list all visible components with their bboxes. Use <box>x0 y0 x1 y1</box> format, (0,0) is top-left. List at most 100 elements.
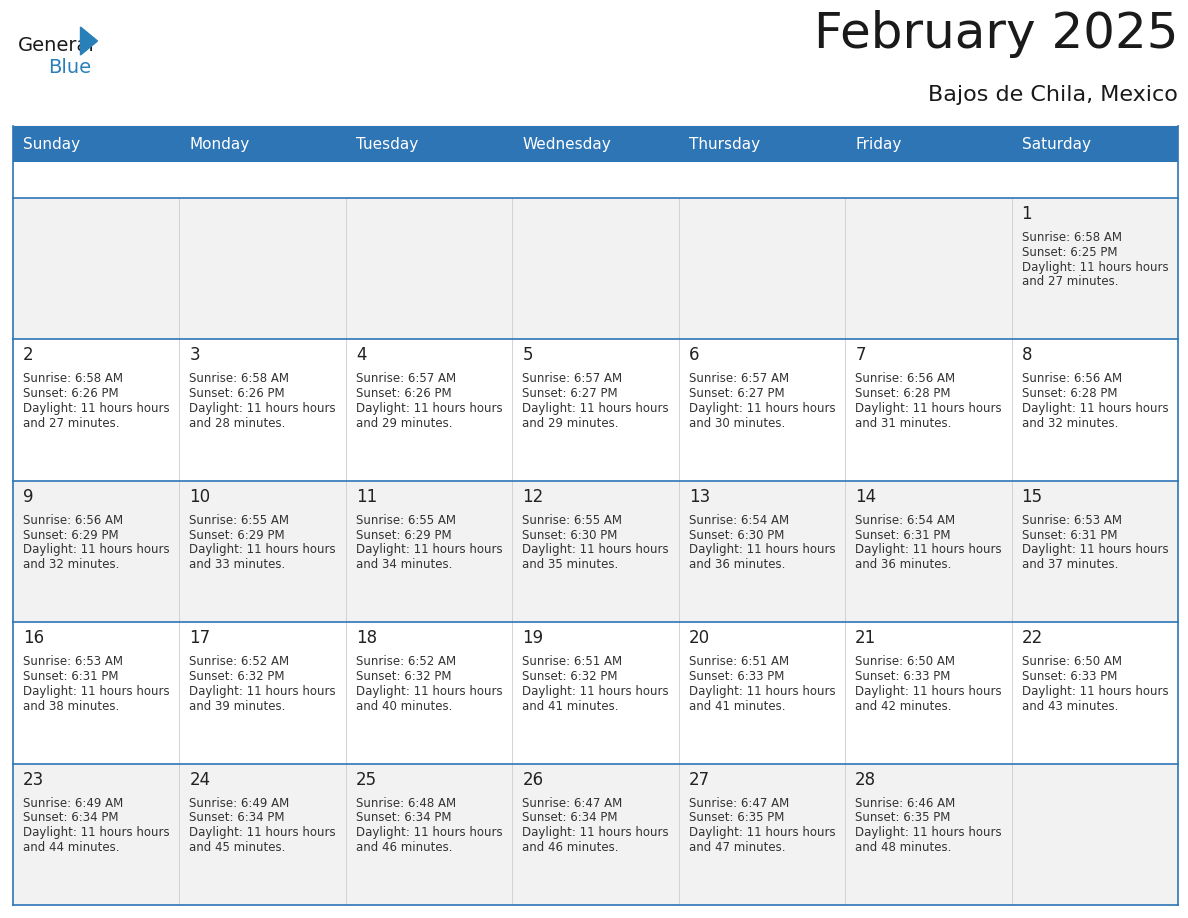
Bar <box>1011 126 1178 162</box>
Text: Sunrise: 6:53 AM: Sunrise: 6:53 AM <box>1022 514 1121 527</box>
Text: Daylight: 11 hours hours: Daylight: 11 hours hours <box>23 402 170 415</box>
Bar <box>13 126 179 162</box>
Text: Sunrise: 6:56 AM: Sunrise: 6:56 AM <box>23 514 124 527</box>
Bar <box>845 126 1011 162</box>
Text: Sunset: 6:33 PM: Sunset: 6:33 PM <box>1022 670 1117 683</box>
Text: 11: 11 <box>356 487 377 506</box>
Text: Sunrise: 6:56 AM: Sunrise: 6:56 AM <box>855 373 955 386</box>
Text: Sunrise: 6:51 AM: Sunrise: 6:51 AM <box>523 655 623 668</box>
Text: 9: 9 <box>23 487 33 506</box>
Text: Sunrise: 6:53 AM: Sunrise: 6:53 AM <box>23 655 124 668</box>
Text: and 33 minutes.: and 33 minutes. <box>189 558 285 571</box>
Text: Daylight: 11 hours hours: Daylight: 11 hours hours <box>356 402 503 415</box>
Text: 26: 26 <box>523 770 543 789</box>
Text: Daylight: 11 hours hours: Daylight: 11 hours hours <box>1022 543 1168 556</box>
Text: Daylight: 11 hours hours: Daylight: 11 hours hours <box>855 543 1001 556</box>
Text: and 42 minutes.: and 42 minutes. <box>855 700 952 712</box>
Text: 3: 3 <box>189 346 200 364</box>
Text: and 27 minutes.: and 27 minutes. <box>23 417 120 430</box>
Text: Sunset: 6:34 PM: Sunset: 6:34 PM <box>523 812 618 824</box>
Text: Sunrise: 6:55 AM: Sunrise: 6:55 AM <box>189 514 290 527</box>
Text: Daylight: 11 hours hours: Daylight: 11 hours hours <box>523 402 669 415</box>
Text: Sunrise: 6:47 AM: Sunrise: 6:47 AM <box>689 797 789 810</box>
Text: Sunset: 6:31 PM: Sunset: 6:31 PM <box>855 529 950 542</box>
Text: Sunset: 6:34 PM: Sunset: 6:34 PM <box>23 812 119 824</box>
Text: 4: 4 <box>356 346 366 364</box>
Bar <box>13 126 1178 162</box>
Text: and 36 minutes.: and 36 minutes. <box>855 558 952 571</box>
Text: and 27 minutes.: and 27 minutes. <box>1022 275 1118 288</box>
Text: Sunrise: 6:55 AM: Sunrise: 6:55 AM <box>356 514 456 527</box>
Bar <box>512 126 678 162</box>
Text: Sunset: 6:35 PM: Sunset: 6:35 PM <box>855 812 950 824</box>
Text: and 39 minutes.: and 39 minutes. <box>189 700 286 712</box>
Text: 18: 18 <box>356 629 377 647</box>
Text: Sunset: 6:33 PM: Sunset: 6:33 PM <box>855 670 950 683</box>
Text: Sunrise: 6:47 AM: Sunrise: 6:47 AM <box>523 797 623 810</box>
Bar <box>179 126 346 162</box>
Text: and 31 minutes.: and 31 minutes. <box>855 417 952 430</box>
Text: 15: 15 <box>1022 487 1043 506</box>
Text: 14: 14 <box>855 487 877 506</box>
Text: Sunrise: 6:46 AM: Sunrise: 6:46 AM <box>855 797 955 810</box>
Text: 10: 10 <box>189 487 210 506</box>
Text: Sunset: 6:29 PM: Sunset: 6:29 PM <box>189 529 285 542</box>
Text: Daylight: 11 hours hours: Daylight: 11 hours hours <box>523 543 669 556</box>
Text: February 2025: February 2025 <box>814 10 1178 58</box>
Text: Saturday: Saturday <box>1022 137 1091 151</box>
Text: Daylight: 11 hours hours: Daylight: 11 hours hours <box>23 685 170 698</box>
Text: 20: 20 <box>689 629 710 647</box>
Bar <box>13 340 1178 481</box>
Text: 13: 13 <box>689 487 710 506</box>
Text: Sunset: 6:32 PM: Sunset: 6:32 PM <box>523 670 618 683</box>
Text: and 41 minutes.: and 41 minutes. <box>523 700 619 712</box>
Text: and 47 minutes.: and 47 minutes. <box>689 841 785 854</box>
Text: Sunset: 6:34 PM: Sunset: 6:34 PM <box>189 812 285 824</box>
Text: Sunset: 6:32 PM: Sunset: 6:32 PM <box>356 670 451 683</box>
Text: Daylight: 11 hours hours: Daylight: 11 hours hours <box>689 402 835 415</box>
Bar <box>13 764 1178 905</box>
Text: and 45 minutes.: and 45 minutes. <box>189 841 286 854</box>
Text: 25: 25 <box>356 770 377 789</box>
Text: Sunrise: 6:50 AM: Sunrise: 6:50 AM <box>1022 655 1121 668</box>
Text: and 36 minutes.: and 36 minutes. <box>689 558 785 571</box>
Text: Sunset: 6:30 PM: Sunset: 6:30 PM <box>523 529 618 542</box>
Text: Daylight: 11 hours hours: Daylight: 11 hours hours <box>189 402 336 415</box>
Text: Sunset: 6:26 PM: Sunset: 6:26 PM <box>189 387 285 400</box>
Text: Sunrise: 6:50 AM: Sunrise: 6:50 AM <box>855 655 955 668</box>
Text: 8: 8 <box>1022 346 1032 364</box>
Text: Daylight: 11 hours hours: Daylight: 11 hours hours <box>189 543 336 556</box>
Text: Sunset: 6:27 PM: Sunset: 6:27 PM <box>523 387 618 400</box>
Text: 28: 28 <box>855 770 877 789</box>
Text: Daylight: 11 hours hours: Daylight: 11 hours hours <box>855 685 1001 698</box>
Text: Daylight: 11 hours hours: Daylight: 11 hours hours <box>523 685 669 698</box>
Text: and 46 minutes.: and 46 minutes. <box>356 841 453 854</box>
Text: Sunset: 6:33 PM: Sunset: 6:33 PM <box>689 670 784 683</box>
Text: Daylight: 11 hours hours: Daylight: 11 hours hours <box>855 826 1001 839</box>
Text: Bajos de Chila, Mexico: Bajos de Chila, Mexico <box>928 85 1178 105</box>
Text: Sunset: 6:34 PM: Sunset: 6:34 PM <box>356 812 451 824</box>
Text: 17: 17 <box>189 629 210 647</box>
Text: and 29 minutes.: and 29 minutes. <box>523 417 619 430</box>
Text: Daylight: 11 hours hours: Daylight: 11 hours hours <box>689 685 835 698</box>
Bar <box>13 622 1178 764</box>
Text: Monday: Monday <box>189 137 249 151</box>
Text: and 32 minutes.: and 32 minutes. <box>1022 417 1118 430</box>
Text: Sunset: 6:35 PM: Sunset: 6:35 PM <box>689 812 784 824</box>
Text: and 30 minutes.: and 30 minutes. <box>689 417 785 430</box>
Text: Sunrise: 6:58 AM: Sunrise: 6:58 AM <box>1022 231 1121 244</box>
Text: Sunset: 6:25 PM: Sunset: 6:25 PM <box>1022 246 1117 259</box>
Text: Sunset: 6:28 PM: Sunset: 6:28 PM <box>855 387 950 400</box>
Text: Sunrise: 6:52 AM: Sunrise: 6:52 AM <box>356 655 456 668</box>
Text: Sunrise: 6:58 AM: Sunrise: 6:58 AM <box>189 373 290 386</box>
Text: and 46 minutes.: and 46 minutes. <box>523 841 619 854</box>
Text: 2: 2 <box>23 346 33 364</box>
Text: Daylight: 11 hours hours: Daylight: 11 hours hours <box>189 826 336 839</box>
Text: and 40 minutes.: and 40 minutes. <box>356 700 453 712</box>
Text: 1: 1 <box>1022 205 1032 223</box>
Text: Daylight: 11 hours hours: Daylight: 11 hours hours <box>356 685 503 698</box>
Text: and 44 minutes.: and 44 minutes. <box>23 841 120 854</box>
Text: Wednesday: Wednesday <box>523 137 611 151</box>
Text: 23: 23 <box>23 770 44 789</box>
Text: 24: 24 <box>189 770 210 789</box>
